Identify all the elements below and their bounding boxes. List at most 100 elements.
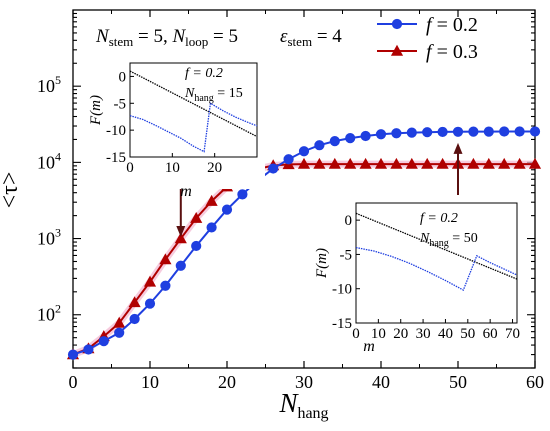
inset-series-black xyxy=(129,70,258,138)
annotation-n: N xyxy=(95,26,110,47)
data-point xyxy=(452,126,464,137)
data-point xyxy=(421,157,434,169)
inset-y-tick-label: -10 xyxy=(332,282,352,298)
data-point xyxy=(529,126,541,137)
inset-x-tick-label: 50 xyxy=(460,326,475,342)
data-point xyxy=(190,211,203,223)
inset-x-tick-label: 10 xyxy=(165,160,180,176)
data-point xyxy=(374,157,388,169)
x-axis-label: Nhang xyxy=(278,388,328,422)
data-point xyxy=(144,298,156,309)
y-tick-label: 103 xyxy=(37,226,61,249)
legend-label-var: f xyxy=(426,14,434,36)
data-point xyxy=(390,157,403,169)
data-point xyxy=(83,344,94,355)
x-tick-label: 0 xyxy=(69,372,78,392)
data-point xyxy=(360,130,371,142)
annotation-sub: stem xyxy=(288,34,313,49)
data-point xyxy=(268,163,279,174)
data-point xyxy=(328,157,341,169)
inset-nhang-50: 0 10 20 30 40 50 60 70 0 -5 -10 -15 F(m) m f = 0.2 Nhan… xyxy=(314,195,525,355)
inset-x-tick-label: 30 xyxy=(416,326,431,342)
data-point xyxy=(344,157,357,169)
inset-x-axis-label: m xyxy=(180,183,192,200)
y-tick-exponent: 4 xyxy=(55,149,61,163)
annotation-value: = 5, xyxy=(133,26,172,47)
data-point xyxy=(391,128,402,139)
y-tick-label: 102 xyxy=(37,302,61,325)
data-point xyxy=(499,126,510,137)
inset-nhang-n: N xyxy=(419,231,430,246)
annotation-eps: ε xyxy=(280,26,288,47)
inset-nhang-sub: hang xyxy=(194,93,213,104)
inset-series-blue xyxy=(129,102,258,153)
data-point xyxy=(191,240,202,252)
parameters-annotation: Nstem = 5, Nloop = 5 xyxy=(95,26,238,49)
data-point xyxy=(375,129,387,140)
data-point xyxy=(314,140,325,151)
data-point xyxy=(436,157,449,169)
inset-x-tick-label: 20 xyxy=(393,326,408,342)
data-point xyxy=(406,127,417,138)
annotation-n: N xyxy=(171,26,186,47)
inset-x-tick-label: 60 xyxy=(483,326,498,342)
data-point xyxy=(143,275,157,287)
inset-background xyxy=(90,55,265,189)
inset-frame xyxy=(129,62,258,158)
data-point xyxy=(221,204,233,215)
inset-x-axis-label: m xyxy=(363,338,375,355)
data-point xyxy=(329,136,340,147)
data-point xyxy=(345,133,356,144)
data-point xyxy=(405,157,418,169)
y-tick-exponent: 5 xyxy=(55,73,61,87)
data-point xyxy=(422,127,433,138)
y-tick-base: 10 xyxy=(37,229,55,249)
annotation-sub: loop xyxy=(185,34,208,49)
annotation-arrowhead xyxy=(453,142,463,154)
legend-label: f = 0.3 xyxy=(426,41,478,63)
inset-y-axis-label: F(m) xyxy=(314,248,330,279)
data-point xyxy=(359,157,372,169)
data-point xyxy=(113,316,126,328)
legend-label-var: f xyxy=(426,41,434,63)
data-point xyxy=(205,194,218,206)
annotation-sub: stem xyxy=(109,34,134,49)
epsilon-annotation: εstem = 4 xyxy=(280,26,342,49)
inset-y-tick-label: -15 xyxy=(332,316,352,332)
legend-label-value: = 0.2 xyxy=(432,14,478,36)
x-tick-label: 40 xyxy=(372,372,390,392)
data-point xyxy=(468,126,479,137)
data-point xyxy=(498,157,511,169)
data-point xyxy=(283,154,294,165)
inset-frame xyxy=(355,202,518,324)
data-point xyxy=(160,280,171,291)
inset-nhang-15: 0 10 20 0 -5 -10 -15 F(m) m f = 0.2 Nhang = 15 xyxy=(88,55,265,200)
inset-x-tick-label: 40 xyxy=(438,326,453,342)
legend-label-value: = 0.3 xyxy=(432,41,478,63)
inset-nhang-n: N xyxy=(184,86,195,101)
inset-series-black xyxy=(355,212,518,280)
data-point xyxy=(237,189,248,200)
inset-nhang-sub: hang xyxy=(429,238,448,249)
data-point xyxy=(483,126,494,137)
inset-nhang-label: Nhang = 15 xyxy=(184,86,243,104)
y-tick-base: 10 xyxy=(37,152,55,172)
inset-x-tick-label: 0 xyxy=(126,160,134,176)
annotation-value: = 5 xyxy=(208,26,238,47)
inset-background xyxy=(316,195,525,355)
inset-series-blue xyxy=(355,246,518,292)
inset-nhang-label: Nhang = 50 xyxy=(419,231,478,249)
inset-f-label: f = 0.2 xyxy=(185,66,223,81)
inset-y-tick-label: 0 xyxy=(119,69,127,85)
legend-label: f = 0.2 xyxy=(426,14,478,36)
data-point xyxy=(528,157,542,169)
y-tick-base: 10 xyxy=(37,76,55,96)
data-point xyxy=(98,336,109,347)
data-point xyxy=(128,296,141,308)
data-point xyxy=(175,260,186,271)
annotation-value: = 4 xyxy=(312,26,342,47)
inset-x-tick-label: 20 xyxy=(207,160,222,176)
x-axis-label-main: N xyxy=(278,388,299,418)
data-point xyxy=(298,146,310,157)
